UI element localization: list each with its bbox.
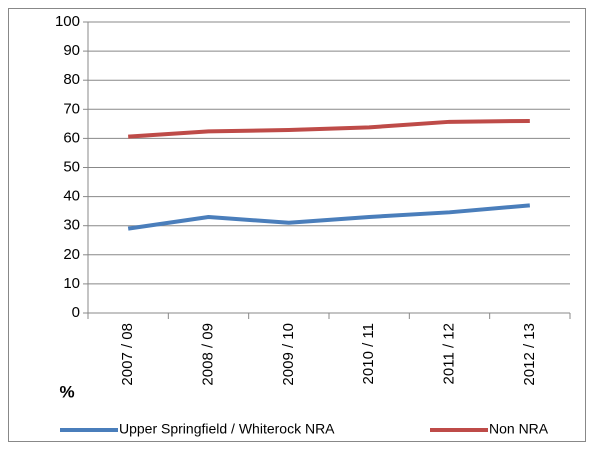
y-tick-label: 100: [55, 13, 80, 30]
y-tick-label: 60: [63, 129, 80, 146]
x-tick-label: 2007 / 08: [119, 323, 136, 386]
y-tick-label: 40: [63, 188, 80, 205]
x-tick-label: 2012 / 13: [521, 323, 538, 386]
series-line: [127, 203, 531, 231]
y-tick-label: 90: [63, 42, 80, 59]
y-tick-label: 20: [63, 246, 80, 263]
y-tick-label: 70: [63, 100, 80, 117]
series-line: [128, 118, 530, 139]
y-axis-label: %: [59, 382, 74, 401]
x-tick-label: 2009 / 10: [280, 323, 297, 386]
chart-border: [8, 8, 586, 442]
x-tick-label: 2010 / 11: [360, 323, 377, 384]
legend-label: Upper Springfield / Whiterock NRA: [119, 421, 335, 437]
y-tick-label: 50: [63, 158, 80, 175]
y-tick-label: 10: [63, 275, 80, 292]
legend-label: Non NRA: [489, 421, 549, 437]
y-tick-label: 0: [72, 304, 80, 321]
y-tick-label: 80: [63, 71, 80, 88]
y-tick-label: 30: [63, 217, 80, 234]
x-tick-label: 2011 / 12: [440, 323, 457, 384]
x-tick-label: 2008 / 09: [199, 323, 216, 386]
